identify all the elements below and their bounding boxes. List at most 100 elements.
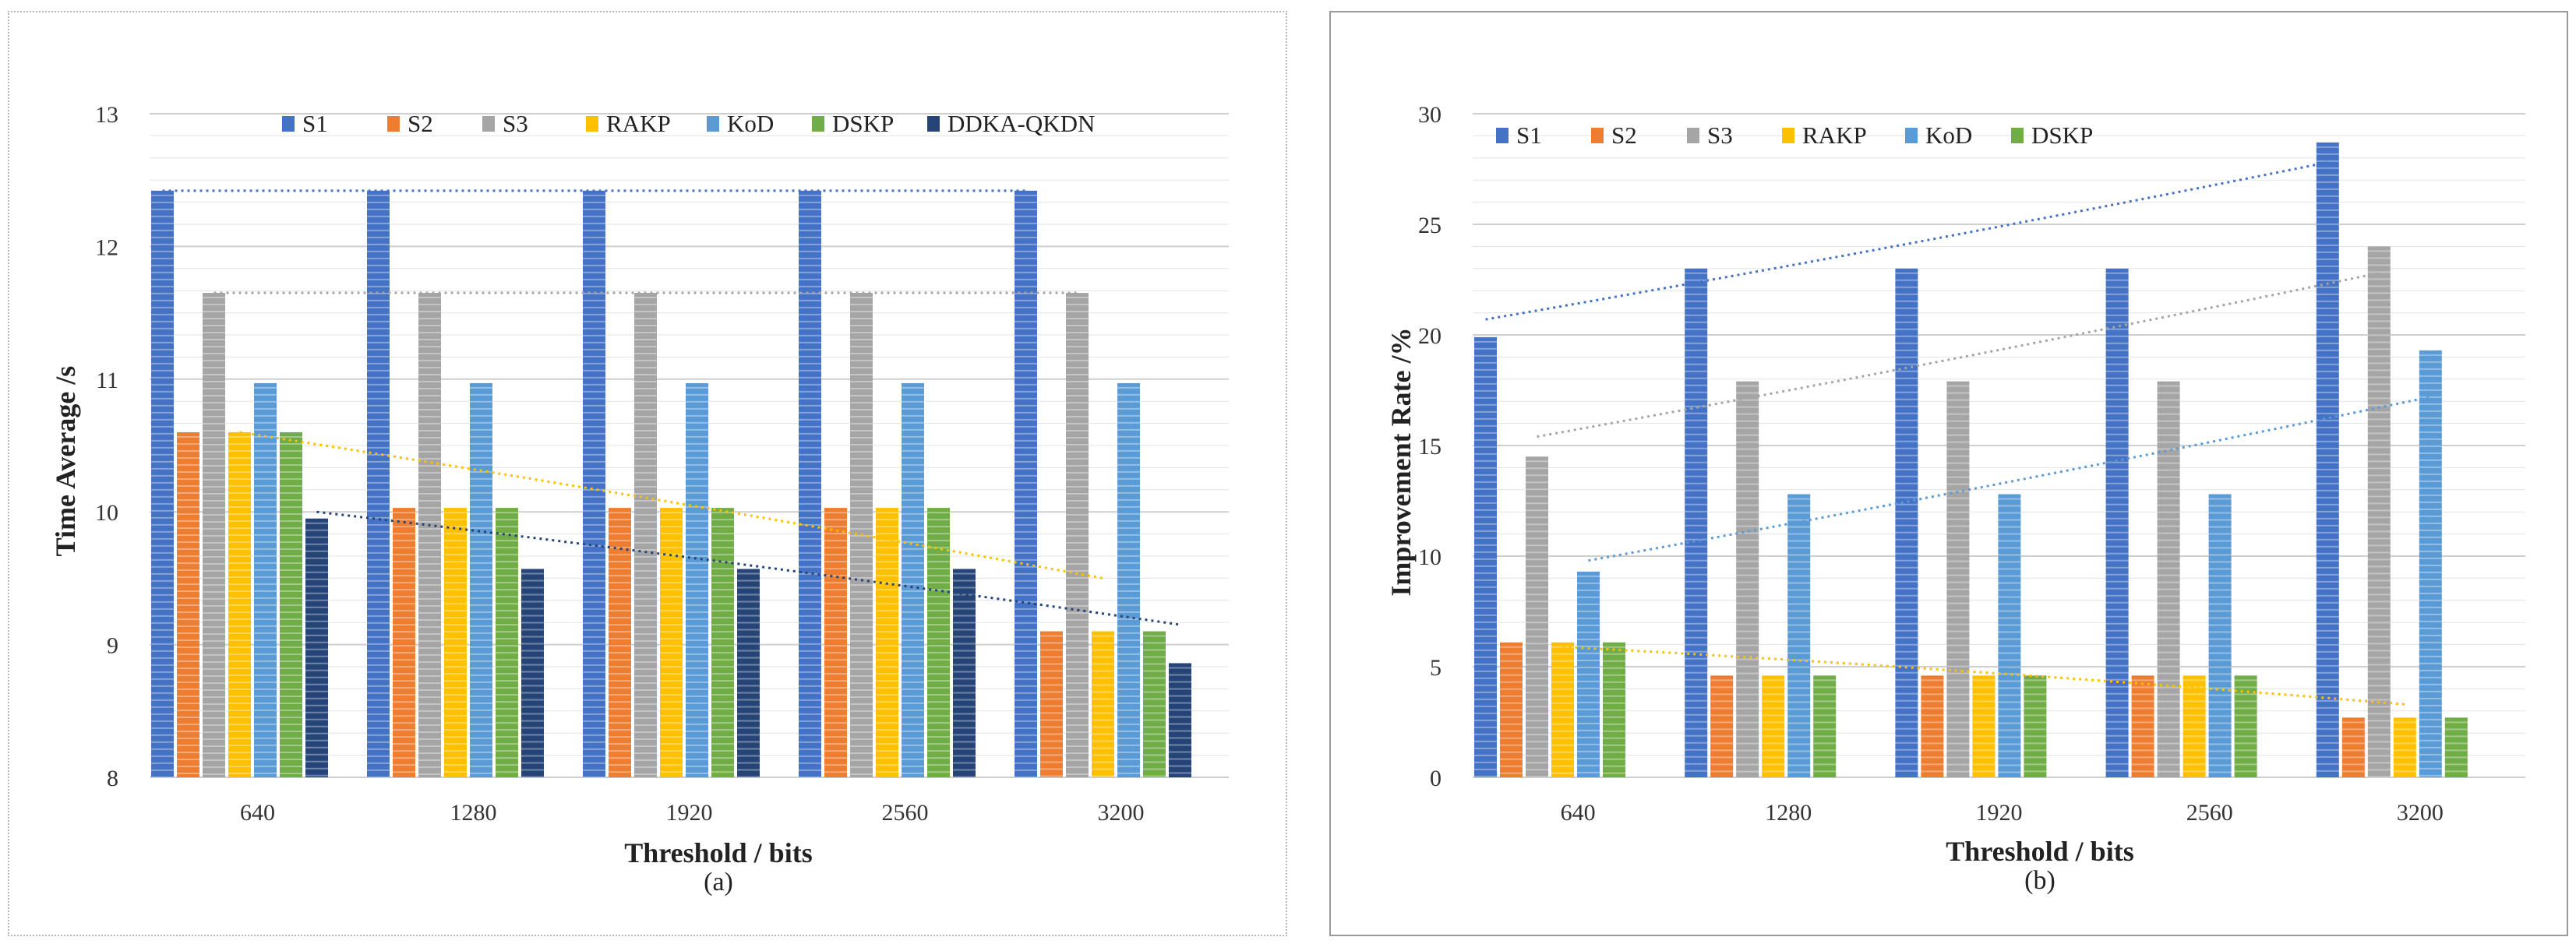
bar-kod-1920 xyxy=(1998,494,2021,777)
bar-kod-640 xyxy=(1577,571,1600,777)
x-tick-label-1280: 1280 xyxy=(1765,800,1812,826)
bar-kod-1920 xyxy=(686,382,708,777)
chart-b-x-axis-title: Threshold / bits xyxy=(1946,836,2134,867)
bar-s1-3200 xyxy=(2316,142,2339,778)
x-tick-label-3200: 3200 xyxy=(2397,800,2444,826)
bar-s1-640 xyxy=(1474,336,1497,778)
bar-s1-640 xyxy=(151,190,174,777)
legend-swatch-ddka-qkdn xyxy=(927,116,940,132)
legend-swatch-dskp xyxy=(812,116,824,132)
legend-swatch-rakp xyxy=(586,116,598,132)
bar-kod-2560 xyxy=(2208,494,2232,777)
y-tick-label: 15 xyxy=(1418,434,1442,460)
legend-label-dskp: DSKP xyxy=(2031,122,2093,149)
legend-label-kod: KoD xyxy=(727,110,774,137)
bar-rakp-2560 xyxy=(2183,675,2206,777)
y-tick-label: 10 xyxy=(95,500,118,526)
legend-swatch-dskp xyxy=(2011,128,2024,143)
legend-label-kod: KoD xyxy=(1925,122,1972,149)
chart-a-caption: (a) xyxy=(704,868,733,896)
bar-s3-3200 xyxy=(2367,246,2391,777)
trendline-rakp xyxy=(239,431,1103,579)
bar-s3-1920 xyxy=(1946,381,1970,777)
y-tick-label: 5 xyxy=(1430,655,1442,681)
bar-s2-1280 xyxy=(1710,675,1734,777)
bar-ddka-qkdn-3200 xyxy=(1169,663,1191,777)
bar-rakp-1280 xyxy=(1762,675,1785,777)
chart-a-x-axis-title: Threshold / bits xyxy=(624,837,813,868)
legend-swatch-kod xyxy=(1905,128,1918,143)
bar-s3-1280 xyxy=(1736,381,1759,777)
bar-rakp-1920 xyxy=(660,508,683,777)
chart-b-svg: 0 5 10 15 20 25 30 640 1280 1920 2560 3200 S1 S2 S3 RAK… xyxy=(1418,102,2525,826)
bar-s1-1920 xyxy=(583,190,605,777)
chart-b-caption: (b) xyxy=(2024,866,2056,895)
bar-rakp-640 xyxy=(228,431,251,777)
bar-rakp-3200 xyxy=(2393,717,2416,777)
legend-label-dskp: DSKP xyxy=(832,110,894,137)
legend-label-s1: S1 xyxy=(1516,122,1542,149)
y-tick-label: 25 xyxy=(1418,213,1442,238)
legend-label-s2: S2 xyxy=(1611,122,1637,149)
legend-label-s3: S3 xyxy=(1707,122,1733,149)
bar-kod-3200 xyxy=(1117,382,1140,777)
bar-s2-1920 xyxy=(1921,675,1944,777)
bar-dskp-3200 xyxy=(2444,717,2468,777)
bar-ddka-qkdn-1920 xyxy=(737,569,760,777)
legend-label-rakp: RAKP xyxy=(606,110,671,137)
chart-panel-b: 0 5 10 15 20 25 30 640 1280 1920 2560 3200 S1 S2 S3 RAK… xyxy=(1329,11,2568,936)
trendline-s1 xyxy=(1485,161,2328,321)
legend-swatch-s1 xyxy=(1496,128,1509,143)
bar-kod-1280 xyxy=(470,382,492,777)
y-tick-label: 13 xyxy=(95,102,118,128)
trendline-ddka-qkdn xyxy=(316,510,1180,626)
bar-dskp-1280 xyxy=(1813,675,1837,777)
bar-ddka-qkdn-1280 xyxy=(521,569,544,777)
y-tick-label: 20 xyxy=(1418,323,1442,349)
chart-a-y-axis-title: Time Average /s xyxy=(50,365,81,557)
chart-a-svg: 8 9 10 11 12 13 640 1280 1920 2560 3200 S1 S2 S3 RAKP K… xyxy=(95,102,1229,826)
y-tick-label: 12 xyxy=(95,234,118,260)
bar-dskp-1920 xyxy=(2024,675,2047,777)
trendline-s3 xyxy=(1537,272,2380,439)
legend-label-s1: S1 xyxy=(302,110,328,137)
bar-rakp-2560 xyxy=(876,508,898,777)
bar-dskp-2560 xyxy=(927,508,950,777)
chart-b-y-axis-title: Improvement Rate /% xyxy=(1385,327,1417,597)
x-tick-label-640: 640 xyxy=(1561,800,1596,826)
bar-s2-3200 xyxy=(2341,717,2365,777)
bar-s2-1280 xyxy=(393,508,415,777)
bar-s3-2560 xyxy=(2157,381,2180,777)
bar-s2-1920 xyxy=(609,508,631,777)
legend-swatch-s3 xyxy=(482,116,495,132)
bar-s1-1920 xyxy=(1895,268,1918,777)
y-tick-label: 0 xyxy=(1430,766,1442,791)
legend-swatch-s2 xyxy=(1591,128,1604,143)
legend-label-s2: S2 xyxy=(408,110,433,137)
bar-dskp-640 xyxy=(1603,642,1625,777)
legend-swatch-kod xyxy=(707,116,719,132)
bar-dskp-640 xyxy=(280,431,302,777)
legend-label-ddka-qkdn: DDKA-QKDN xyxy=(947,110,1095,137)
bar-ddka-qkdn-640 xyxy=(305,518,328,777)
bar-rakp-3200 xyxy=(1092,631,1114,777)
x-tick-label-1920: 1920 xyxy=(666,800,713,826)
bar-rakp-1280 xyxy=(444,508,467,777)
x-tick-label-3200: 3200 xyxy=(1098,800,1145,826)
bar-kod-1280 xyxy=(1787,494,1811,777)
y-tick-label: 10 xyxy=(1418,544,1442,570)
bar-kod-640 xyxy=(254,382,277,777)
y-tick-label: 11 xyxy=(96,368,118,393)
x-tick-label-2560: 2560 xyxy=(882,800,929,826)
legend-swatch-rakp xyxy=(1782,128,1794,143)
bar-kod-2560 xyxy=(902,382,924,777)
bar-dskp-3200 xyxy=(1143,631,1166,777)
bar-s2-2560 xyxy=(2131,675,2154,777)
bar-s1-2560 xyxy=(799,190,821,777)
legend-swatch-s1 xyxy=(282,116,295,132)
bar-s3-640 xyxy=(1526,456,1548,777)
bar-s1-1280 xyxy=(367,190,390,777)
bar-dskp-1920 xyxy=(711,508,734,777)
y-tick-label: 9 xyxy=(107,633,118,659)
bar-s2-640 xyxy=(177,431,199,777)
